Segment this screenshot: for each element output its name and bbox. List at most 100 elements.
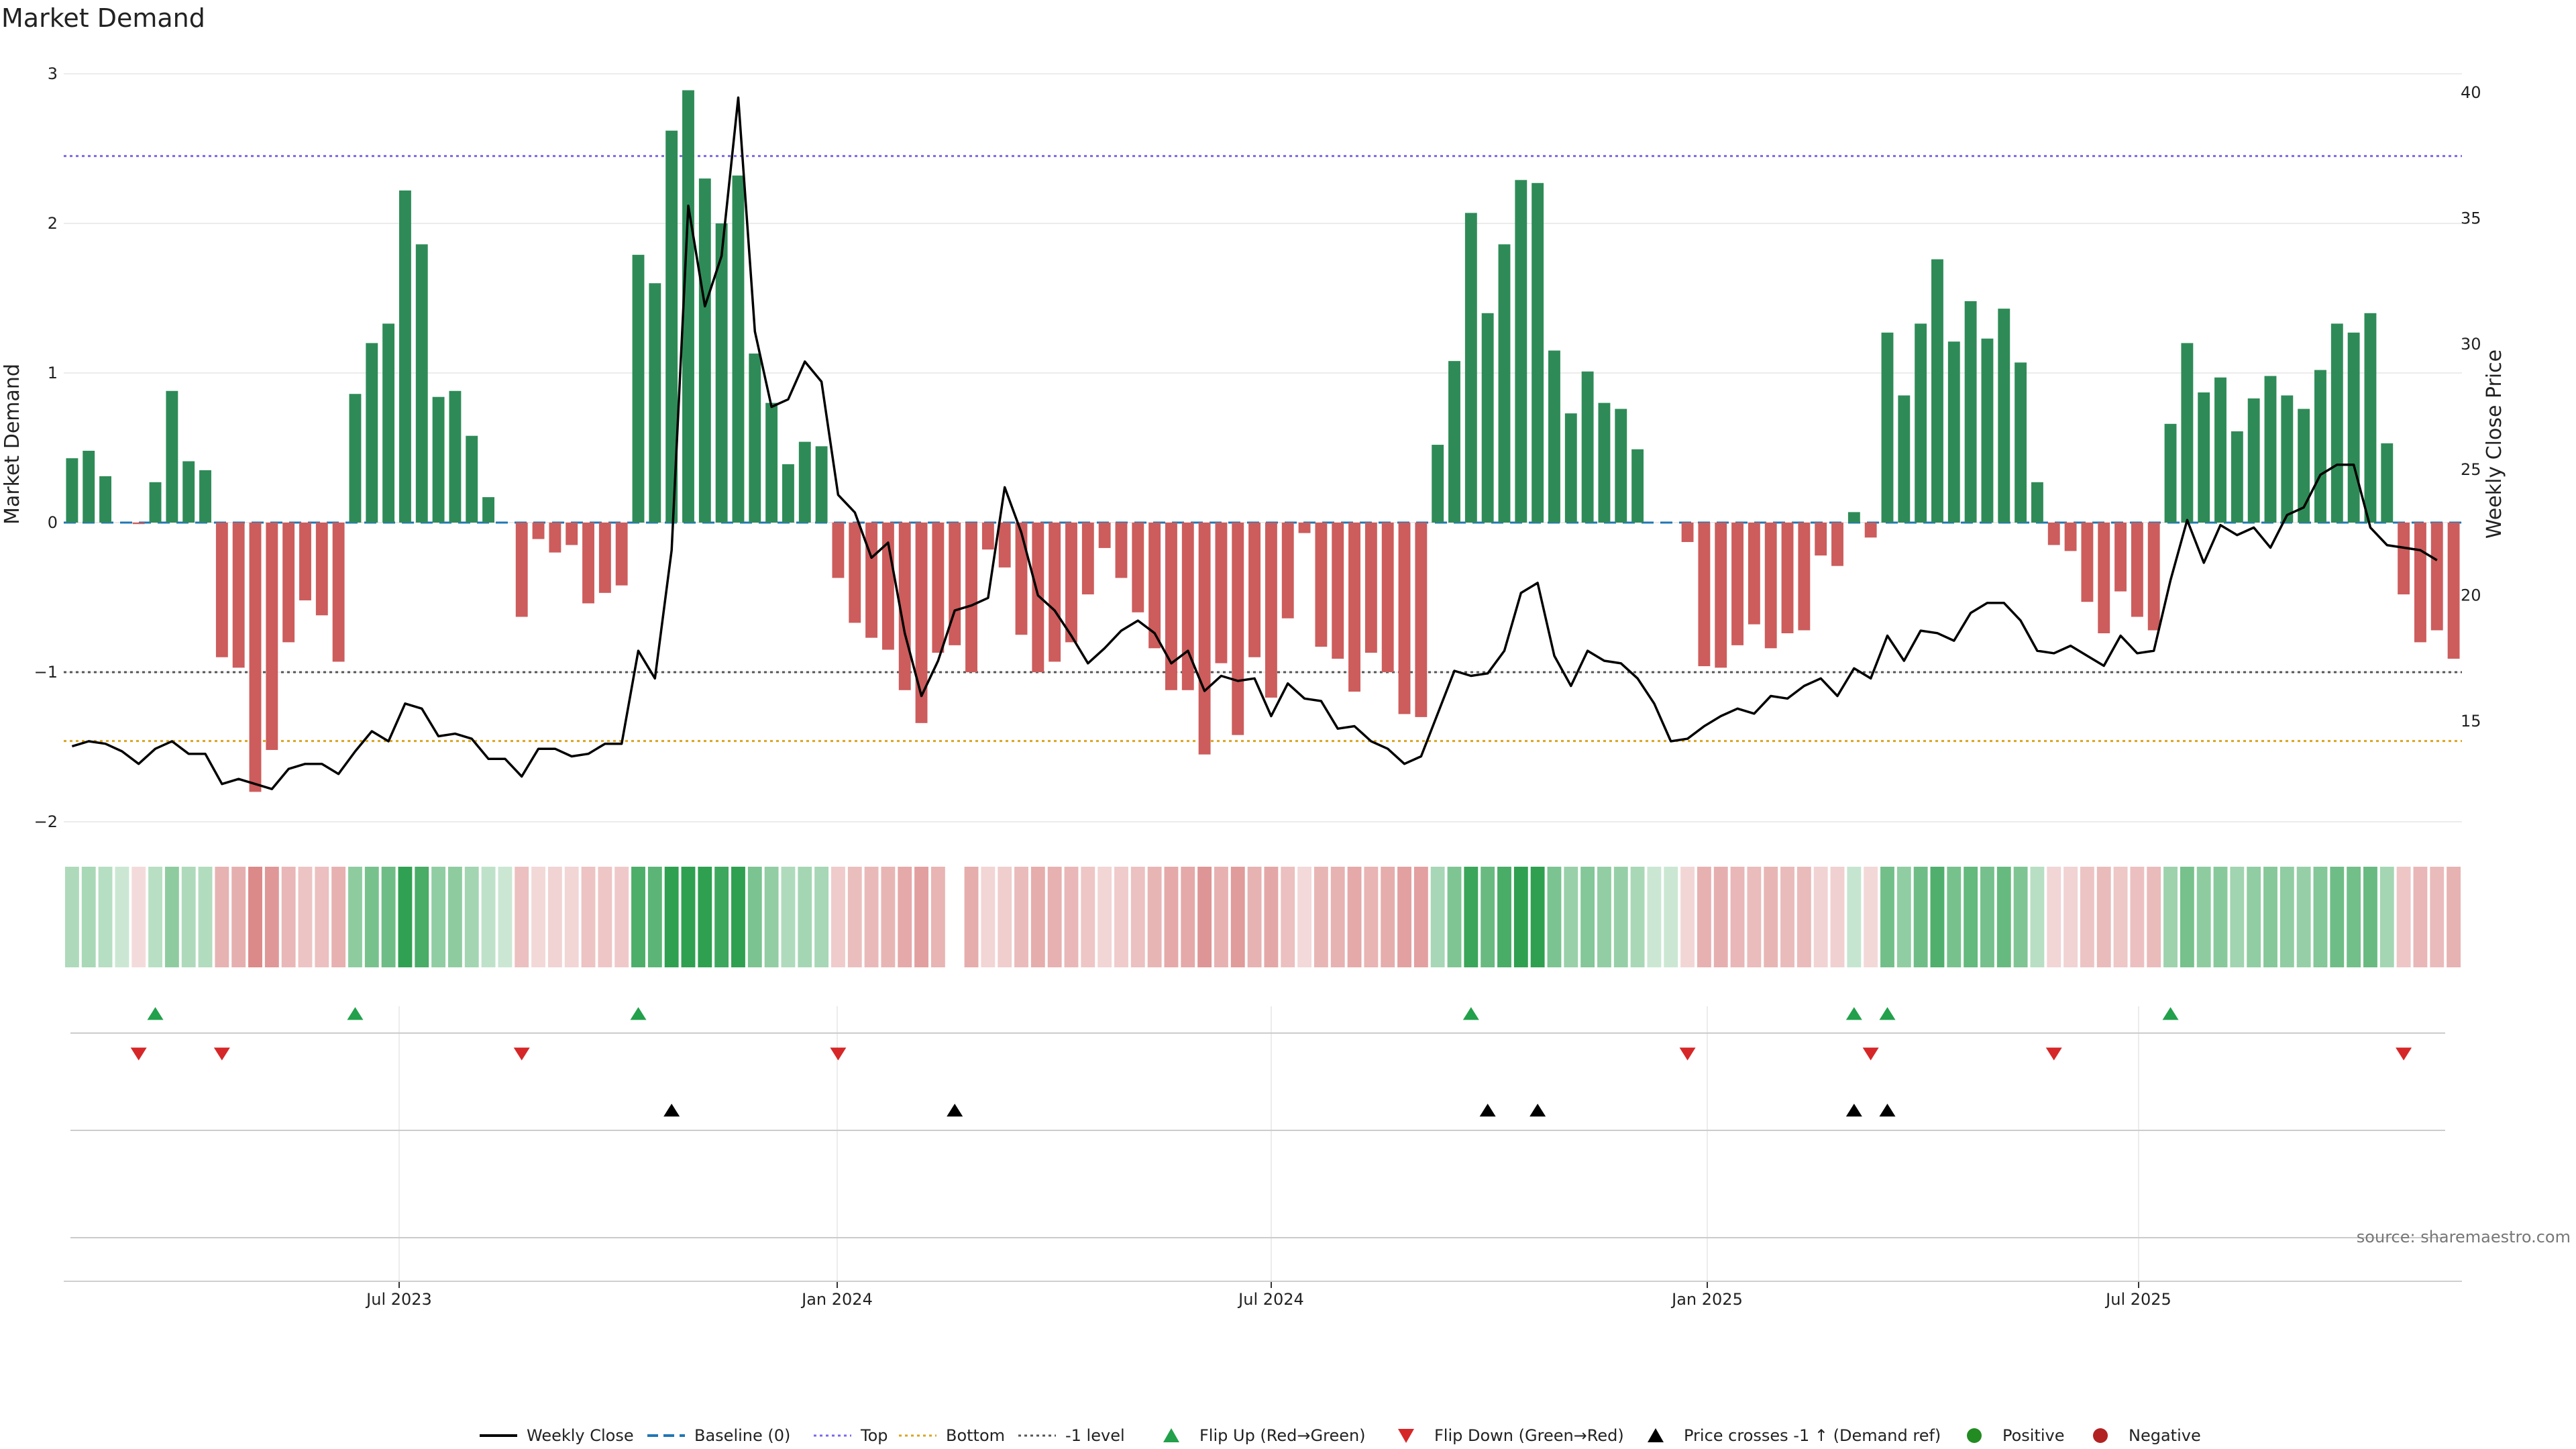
- demand-bar: [1698, 523, 1711, 667]
- demand-bar: [2064, 523, 2077, 551]
- heat-cell: [1847, 867, 1862, 967]
- demand-bar: [1515, 180, 1527, 523]
- demand-bar: [1265, 523, 1277, 698]
- demand-bar: [2447, 523, 2460, 659]
- heat-cell: [2147, 867, 2161, 967]
- demand-bar: [1498, 244, 1511, 523]
- demand-bar: [1049, 523, 1061, 662]
- heat-cell: [1481, 867, 1495, 967]
- demand-bar: [1548, 350, 1560, 523]
- heat-cell: [1647, 867, 1662, 967]
- heat-cell: [1730, 867, 1745, 967]
- heat-cell: [1764, 867, 1778, 967]
- heat-cell: [1247, 867, 1262, 967]
- demand-bar: [665, 130, 678, 523]
- demand-bar: [2330, 323, 2343, 523]
- demand-bar: [1798, 523, 1811, 631]
- demand-bar: [1165, 523, 1177, 690]
- heat-cell: [664, 867, 679, 967]
- heat-cell: [2196, 867, 2211, 967]
- heat-cell: [1697, 867, 1711, 967]
- demand-bar: [282, 523, 295, 643]
- heat-cell: [2447, 867, 2461, 967]
- demand-bar: [466, 435, 478, 523]
- demand-bar: [782, 464, 794, 523]
- demand-bar: [1847, 512, 1860, 523]
- demand-bar: [399, 190, 411, 523]
- demand-bar: [382, 323, 395, 523]
- demand-bar: [2231, 431, 2243, 523]
- heat-cell: [248, 867, 262, 967]
- demand-bar: [566, 523, 578, 545]
- demand-bar: [199, 470, 211, 523]
- flip-down-marker: [1862, 1047, 1879, 1061]
- demand-bar: [1215, 523, 1228, 663]
- price-cross-marker: [1479, 1104, 1496, 1117]
- demand-bar: [1281, 523, 1294, 619]
- heat-cell: [598, 867, 612, 967]
- demand-bar: [1364, 523, 1377, 653]
- demand-bar: [1581, 371, 1594, 523]
- heat-cell: [798, 867, 812, 967]
- heat-cell: [1513, 867, 1528, 967]
- price-cross-marker: [1879, 1104, 1896, 1117]
- heat-cell: [498, 867, 513, 967]
- y2-tick-label: 15: [2461, 712, 2481, 731]
- heat-cell: [1880, 867, 1894, 967]
- heat-cell: [2263, 867, 2277, 967]
- demand-heat-strip: [64, 867, 2461, 967]
- heat-cell: [447, 867, 462, 967]
- heat-cell: [1613, 867, 1628, 967]
- heat-cell: [2247, 867, 2261, 967]
- demand-bar: [1315, 523, 1328, 647]
- heat-cell: [2379, 867, 2394, 967]
- heat-cell: [131, 867, 146, 967]
- heat-cell: [1281, 867, 1295, 967]
- price-cross-marker: [1845, 1104, 1862, 1117]
- demand-bar: [715, 223, 728, 523]
- heat-cell: [1980, 867, 1994, 967]
- demand-bar: [2131, 523, 2143, 617]
- price-cross-marker: [947, 1104, 963, 1117]
- heat-cell: [1497, 867, 1511, 967]
- demand-bar: [2430, 523, 2443, 631]
- demand-bar: [1598, 402, 1611, 523]
- y2-tick-label: 20: [2461, 586, 2481, 605]
- legend-label: Price crosses -1 ↑ (Demand ref): [1684, 1426, 1941, 1445]
- demand-bar: [2281, 395, 2294, 523]
- demand-bar: [1998, 309, 2010, 523]
- demand-bar: [949, 523, 961, 645]
- heat-cell: [2279, 867, 2294, 967]
- demand-bar: [2381, 443, 2394, 523]
- heat-cell: [415, 867, 429, 967]
- legend-item: Flip Up (Red→Green): [1163, 1426, 1366, 1445]
- signal-panels: [70, 1007, 2445, 1238]
- heat-cell: [1947, 867, 1962, 967]
- y-tick-label: 3: [48, 64, 58, 83]
- demand-bar: [1015, 523, 1028, 635]
- demand-bar: [815, 446, 828, 523]
- heat-cell: [1913, 867, 1928, 967]
- heat-cell: [1313, 867, 1328, 967]
- weekly-close-series: [71, 96, 2438, 790]
- heat-cell: [64, 867, 79, 967]
- demand-bar: [1132, 523, 1144, 612]
- demand-bar: [998, 523, 1011, 568]
- demand-bar: [1564, 413, 1577, 523]
- heat-cell: [2413, 867, 2428, 967]
- demand-bar: [865, 523, 878, 638]
- demand-bar: [1781, 523, 1794, 634]
- flip-up-marker: [630, 1007, 647, 1020]
- heat-cell: [1713, 867, 1728, 967]
- heat-cell: [531, 867, 545, 967]
- heat-cell: [315, 867, 329, 967]
- heat-cell: [981, 867, 996, 967]
- demand-bar: [1864, 523, 1877, 538]
- legend-item: Bottom: [899, 1426, 1005, 1445]
- heat-cell: [381, 867, 396, 967]
- flip-up-marker: [1462, 1007, 1479, 1020]
- x-tick-label: Jul 2025: [2104, 1290, 2171, 1309]
- heat-cell: [431, 867, 446, 967]
- heat-cell: [631, 867, 645, 967]
